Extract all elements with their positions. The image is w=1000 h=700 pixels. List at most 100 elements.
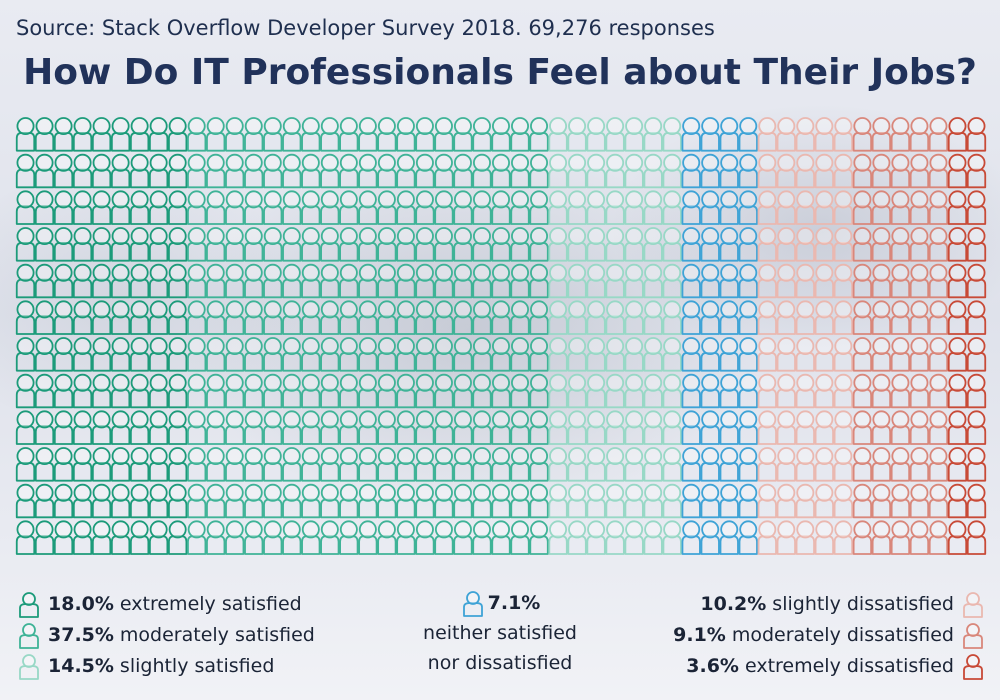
person-mark <box>129 483 150 519</box>
person-mark <box>624 520 644 555</box>
person-mark <box>643 447 663 482</box>
person-mark <box>282 227 302 262</box>
legend-label: extremely satisfied <box>119 593 302 615</box>
person-mark <box>757 227 777 262</box>
person-mark <box>814 300 834 335</box>
person-mark <box>586 300 606 335</box>
person-mark <box>909 227 930 262</box>
person-mark <box>795 263 815 299</box>
person-mark <box>377 227 397 262</box>
person-mark <box>947 117 968 152</box>
person-mark <box>91 190 112 225</box>
person-mark <box>909 447 930 482</box>
person-mark <box>15 410 36 445</box>
person-mark <box>624 190 644 225</box>
legend-person-mark <box>963 592 983 618</box>
person-mark <box>434 520 454 555</box>
person-mark <box>871 410 892 445</box>
person-mark <box>681 190 701 225</box>
person-mark <box>928 373 949 409</box>
person-mark <box>966 300 987 335</box>
person-mark <box>53 263 74 299</box>
person-mark <box>244 373 264 409</box>
legend-label: extremely dissatisfied <box>744 655 954 677</box>
person-mark <box>814 373 834 409</box>
person-mark <box>662 117 682 152</box>
person-icon <box>963 654 983 680</box>
person-mark <box>53 373 74 409</box>
person-mark <box>833 300 854 335</box>
person-mark <box>681 300 701 335</box>
legend-slightly-dissatisfied: 10.2% slightly dissatisfied <box>700 589 986 619</box>
person-mark <box>795 447 815 482</box>
person-mark <box>91 483 112 519</box>
person-mark <box>339 227 359 262</box>
person-mark <box>110 190 131 225</box>
person-mark <box>947 227 968 262</box>
person-mark <box>510 117 530 152</box>
person-mark <box>53 117 74 152</box>
person-mark <box>700 373 720 409</box>
person-mark <box>263 117 283 152</box>
person-mark <box>548 337 568 372</box>
person-mark <box>852 373 873 409</box>
person-mark <box>110 227 131 262</box>
person-mark <box>301 300 321 335</box>
person-mark <box>34 190 55 225</box>
person-mark <box>795 117 815 152</box>
person-mark <box>814 337 834 372</box>
person-mark <box>206 337 226 372</box>
person-mark <box>890 337 911 372</box>
person-mark <box>225 483 245 519</box>
person-mark <box>72 227 93 262</box>
person-mark <box>225 447 245 482</box>
person-mark <box>377 410 397 445</box>
person-mark <box>529 373 549 409</box>
legend-person-mark <box>462 591 483 617</box>
person-mark <box>624 153 644 189</box>
legend-extremely-dissatisfied: 3.6% extremely dissatisfied <box>686 651 986 681</box>
person-mark <box>624 410 644 445</box>
person-mark <box>453 227 473 262</box>
person-mark <box>15 373 36 409</box>
person-mark <box>814 117 834 152</box>
person-mark <box>453 483 473 519</box>
person-mark <box>110 153 131 189</box>
person-mark <box>187 337 207 372</box>
person-mark <box>909 190 930 225</box>
person-mark <box>662 300 682 335</box>
person-mark <box>586 373 606 409</box>
person-mark <box>434 447 454 482</box>
person-mark <box>548 483 568 519</box>
person-mark <box>320 190 340 225</box>
person-mark <box>681 410 701 445</box>
person-icon <box>963 592 983 618</box>
person-mark <box>206 483 226 519</box>
person-mark <box>320 483 340 519</box>
person-mark <box>738 190 758 225</box>
person-mark <box>491 483 511 519</box>
person-mark <box>510 263 530 299</box>
person-mark <box>434 263 454 299</box>
person-mark <box>852 483 873 519</box>
person-mark <box>586 410 606 445</box>
person-mark <box>491 410 511 445</box>
person-mark <box>719 410 739 445</box>
person-mark <box>129 190 150 225</box>
person-mark <box>301 117 321 152</box>
person-mark <box>719 447 739 482</box>
person-mark <box>339 337 359 372</box>
person-mark <box>187 373 207 409</box>
person-mark <box>681 483 701 519</box>
person-mark <box>795 190 815 225</box>
person-mark <box>776 483 796 519</box>
person-mark <box>301 410 321 445</box>
person-mark <box>434 483 454 519</box>
person-mark <box>129 373 150 409</box>
person-mark <box>225 227 245 262</box>
person-mark <box>396 483 416 519</box>
person-mark <box>396 520 416 555</box>
person-mark <box>757 263 777 299</box>
person-mark <box>491 447 511 482</box>
person-mark <box>244 263 264 299</box>
